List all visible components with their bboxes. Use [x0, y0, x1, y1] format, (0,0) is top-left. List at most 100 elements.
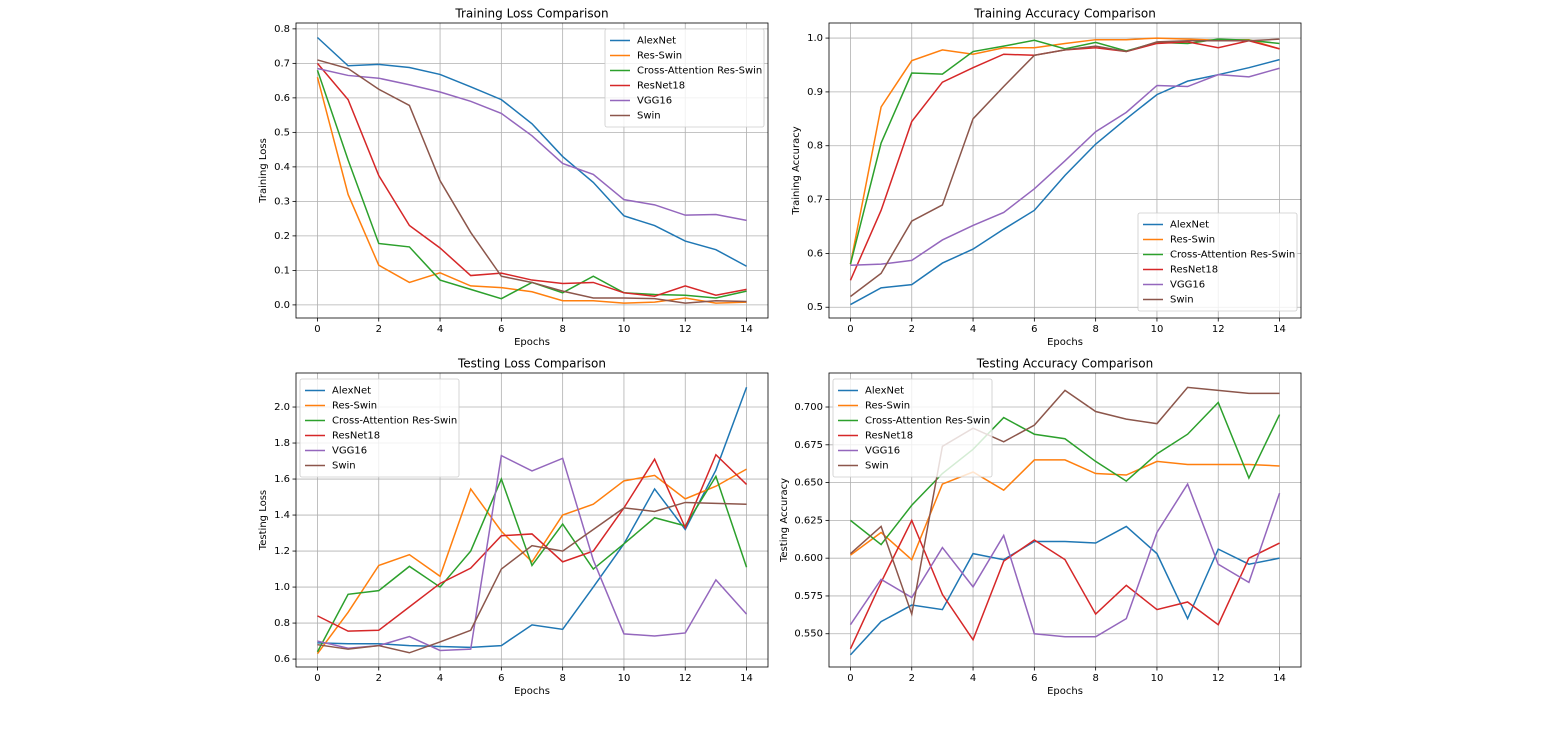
x-tick-label: 12: [1212, 324, 1225, 335]
x-tick-label: 2: [376, 324, 382, 335]
x-axis-label: Epochs: [1047, 686, 1083, 697]
x-tick-label: 8: [559, 673, 565, 684]
y-tick-label: 0.8: [274, 618, 290, 629]
y-tick-label: 0.550: [794, 629, 823, 640]
x-tick-label: 14: [1273, 324, 1286, 335]
series-line: [316, 76, 747, 304]
x-tick-label: 8: [1092, 673, 1098, 684]
y-tick-label: 1.6: [274, 474, 290, 485]
series-line: [316, 474, 748, 653]
legend: AlexNet Res-Swin Cross-Attention Res-Swin R…: [604, 28, 765, 128]
legend-label: Swin: [865, 461, 889, 472]
y-tick-label: 0.575: [794, 591, 823, 602]
x-tick-label: 12: [679, 673, 692, 684]
x-tick-label: 14: [740, 673, 753, 684]
legend-label: AlexNet: [1170, 220, 1209, 231]
x-tick-label: 10: [1151, 673, 1164, 684]
legend-label: Swin: [332, 461, 356, 472]
x-tick-label: 12: [1212, 673, 1225, 684]
legend: AlexNet Res-Swin Cross-Attention Res-Swin R…: [299, 378, 460, 478]
x-tick-label: 4: [437, 673, 443, 684]
x-tick-label: 10: [1151, 324, 1164, 335]
y-tick-label: 0.6: [807, 248, 823, 259]
x-tick-label: 14: [740, 324, 753, 335]
subplot-title: Training Loss Comparison: [454, 7, 608, 21]
legend-label: AlexNet: [865, 386, 904, 397]
x-tick-label: 0: [314, 324, 320, 335]
series-line: [849, 386, 1280, 618]
series-line: [317, 59, 747, 304]
legend-box: [1137, 212, 1298, 312]
x-tick-label: 10: [618, 673, 631, 684]
x-tick-label: 0: [314, 673, 320, 684]
legend-label: Res-Swin: [332, 401, 377, 412]
x-tick-label: 2: [909, 324, 915, 335]
subplot: 0 2 4 6 8 10 12 14 0.0 0.1 0.2 0.3 0.4 0.5 0.6 0.7 0.8 Tr…: [258, 7, 769, 348]
legend-label: ResNet18: [332, 431, 380, 442]
y-tick-label: 1.0: [807, 33, 823, 44]
legend-label: Cross-Attention Res-Swin: [332, 416, 457, 427]
y-tick-label: 0.5: [807, 302, 823, 313]
x-tick-label: 6: [498, 324, 504, 335]
legend-label: Cross-Attention Res-Swin: [637, 66, 762, 77]
x-tick-label: 6: [498, 673, 504, 684]
y-tick-label: 2.0: [274, 402, 290, 413]
axes-frame: [828, 372, 1302, 668]
series-line: [316, 36, 747, 267]
axes-frame: [295, 22, 769, 319]
y-tick-label: 0.4: [274, 162, 290, 173]
legend-label: Res-Swin: [1170, 235, 1215, 246]
y-axis-label: Training Loss: [258, 138, 269, 204]
legend-label: VGG16: [637, 96, 672, 107]
legend-label: ResNet18: [1170, 265, 1218, 276]
series-line: [850, 67, 1280, 266]
x-axis-label: Epochs: [1047, 337, 1083, 348]
subplot: 0 2 4 6 8 10 12 14 0.6 0.8 1.0 1.2 1.4 1.6 1.8 2.0 Testi…: [258, 357, 769, 697]
y-tick-label: 0.1: [274, 265, 290, 276]
series-line: [850, 459, 1280, 561]
series-line: [849, 401, 1281, 546]
legend-label: Res-Swin: [865, 401, 910, 412]
y-tick-label: 0.6: [274, 654, 290, 665]
y-tick-label: 0.8: [807, 141, 823, 152]
y-tick-label: 0.3: [274, 196, 290, 207]
y-tick-label: 0.6: [274, 93, 290, 104]
y-axis-label: Training Accuracy: [791, 126, 802, 215]
subplot-title: Testing Accuracy Comparison: [976, 357, 1153, 371]
x-tick-label: 6: [1031, 324, 1037, 335]
y-tick-label: 0.2: [274, 231, 290, 242]
axes-frame: [828, 22, 1302, 319]
series-line: [316, 468, 747, 655]
y-axis-label: Testing Accuracy: [779, 478, 790, 563]
series-line: [317, 454, 748, 652]
x-tick-label: 14: [1273, 673, 1286, 684]
y-tick-label: 0.8: [274, 24, 290, 35]
y-tick-label: 0.7: [807, 195, 823, 206]
y-tick-label: 0.0: [274, 300, 290, 311]
legend-label: VGG16: [1170, 280, 1205, 291]
x-tick-label: 2: [909, 673, 915, 684]
legend-label: Swin: [1170, 295, 1194, 306]
legend: AlexNet Res-Swin Cross-Attention Res-Swin R…: [832, 378, 993, 478]
y-axis-label: Testing Loss: [258, 490, 269, 551]
x-tick-label: 10: [618, 324, 631, 335]
series-line: [850, 58, 1280, 306]
x-tick-label: 4: [970, 673, 976, 684]
legend-box: [832, 378, 993, 478]
y-tick-label: 0.625: [794, 515, 823, 526]
x-tick-label: 0: [847, 324, 853, 335]
series-line: [849, 482, 1281, 638]
x-tick-label: 8: [1092, 324, 1098, 335]
legend-label: Res-Swin: [637, 51, 682, 62]
y-tick-label: 0.675: [794, 440, 823, 451]
x-axis-label: Epochs: [514, 337, 550, 348]
legend-label: VGG16: [332, 446, 367, 457]
series-line: [849, 518, 1280, 650]
subplot: 0 2 4 6 8 10 12 14 0.5 0.6 0.7 0.8 0.9 1.0 Training Ac…: [791, 7, 1302, 348]
x-tick-label: 12: [679, 324, 692, 335]
y-tick-label: 1.8: [274, 438, 290, 449]
y-tick-label: 0.5: [274, 127, 290, 138]
legend-label: Cross-Attention Res-Swin: [1170, 250, 1295, 261]
